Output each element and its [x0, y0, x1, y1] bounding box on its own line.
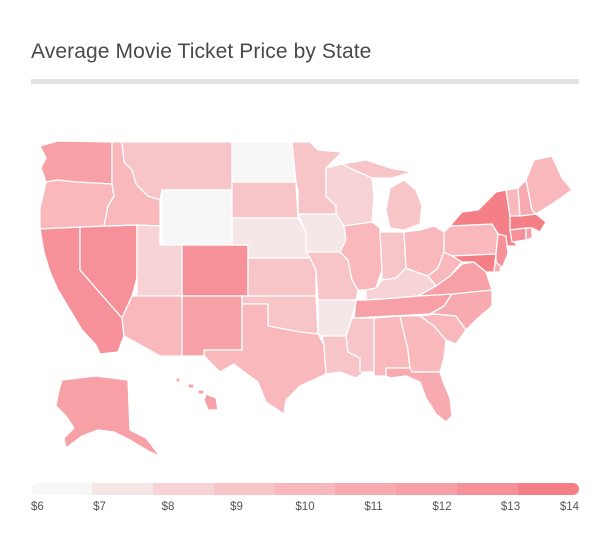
state-AK[interactable]	[55, 375, 161, 457]
legend-swatch-5	[335, 483, 397, 495]
legend-label-6: $12	[432, 501, 452, 513]
legend-label-4: $10	[295, 501, 315, 513]
legend-swatch-3	[213, 483, 275, 495]
state-CO[interactable]	[181, 244, 249, 297]
state-KS[interactable]	[247, 257, 317, 297]
state-SD[interactable]	[231, 181, 299, 219]
state-HI[interactable]	[175, 377, 219, 411]
us-choropleth-map	[39, 140, 573, 457]
legend-swatch-1	[91, 483, 153, 495]
state-OR[interactable]	[39, 179, 115, 230]
legend-swatch-6	[396, 483, 458, 495]
state-NC[interactable]	[429, 289, 493, 331]
legend-label-7: $13	[500, 501, 521, 513]
legend-label-2: $8	[161, 501, 175, 513]
state-PA[interactable]	[443, 223, 499, 257]
legend-label-5: $11	[364, 501, 383, 513]
legend-swatch-4	[274, 483, 336, 495]
state-MI[interactable]	[341, 159, 423, 231]
legend-swatch-8	[518, 483, 579, 495]
map-title: Average Movie Ticket Price by State	[31, 40, 372, 63]
state-ND[interactable]	[231, 141, 297, 183]
state-NJ[interactable]	[495, 233, 509, 269]
color-scale-legend	[31, 483, 579, 495]
legend-swatch-2	[152, 483, 214, 495]
legend-labels: $6 $7 $8 $9 $10 $11 $12 $13 $14	[31, 501, 579, 517]
title-divider	[31, 79, 579, 84]
legend-swatch-7	[457, 483, 519, 495]
legend-label-1: $7	[93, 501, 106, 513]
state-NM[interactable]	[181, 295, 243, 357]
state-WA[interactable]	[39, 140, 113, 185]
legend-label-8: $14	[559, 501, 579, 513]
state-AZ[interactable]	[121, 295, 183, 357]
state-RI[interactable]	[525, 227, 533, 241]
legend-label-0: $6	[31, 501, 44, 513]
legend-swatch-0	[31, 483, 92, 495]
state-ME[interactable]	[525, 155, 573, 215]
state-WY[interactable]	[161, 189, 233, 246]
state-TX[interactable]	[203, 303, 327, 415]
state-IL[interactable]	[339, 221, 383, 291]
state-MA[interactable]	[509, 213, 547, 233]
legend-label-3: $9	[230, 501, 243, 513]
state-FL[interactable]	[385, 367, 453, 423]
